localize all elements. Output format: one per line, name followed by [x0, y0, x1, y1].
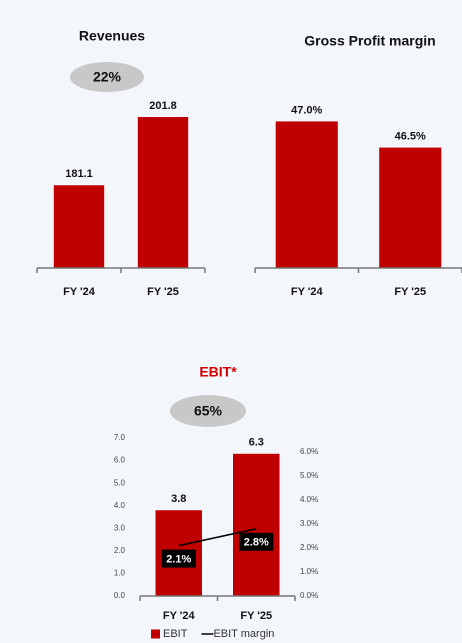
y-tick-label: 3.0 [114, 523, 126, 532]
x-tick-label: FY '24 [291, 286, 324, 298]
chart-title: EBIT* [199, 364, 237, 380]
y2-tick-label: 2.0% [300, 543, 318, 552]
y-tick-label: 5.0 [114, 478, 126, 487]
y-tick-label: 0.0 [114, 591, 126, 600]
legend-label: EBIT [163, 628, 188, 640]
legend-swatch [151, 629, 160, 639]
value-label: 3.8 [171, 493, 186, 505]
x-tick-label: FY '25 [394, 286, 426, 298]
value-label: 181.1 [65, 168, 93, 180]
value-label: 6.3 [249, 437, 264, 449]
bar [379, 147, 442, 268]
y-tick-label: 4.0 [114, 501, 126, 510]
y-tick-label: 6.0 [114, 456, 126, 465]
value-label: 47.0% [291, 104, 322, 116]
chart-title: Revenues [79, 28, 145, 44]
y-tick-label: 2.0 [114, 546, 126, 555]
value-label: 201.8 [149, 100, 177, 112]
y2-tick-label: 3.0% [300, 519, 318, 528]
growth-label: 22% [93, 69, 122, 85]
bar [137, 117, 189, 268]
y2-tick-label: 1.0% [300, 567, 318, 576]
y2-tick-label: 5.0% [300, 471, 318, 480]
bar [275, 121, 338, 268]
value-label: 2.8% [244, 537, 269, 549]
value-label: 46.5% [395, 130, 426, 142]
bar [233, 453, 280, 596]
y2-tick-label: 6.0% [300, 447, 318, 456]
x-tick-label: FY '24 [163, 610, 196, 622]
y2-tick-label: 4.0% [300, 495, 318, 504]
x-tick-label: FY '25 [147, 286, 179, 298]
y2-tick-label: 0.0% [300, 591, 318, 600]
x-tick-label: FY '25 [240, 610, 272, 622]
legend-label: EBIT margin [213, 628, 274, 640]
y-tick-label: 1.0 [114, 569, 126, 578]
margin-line [178, 528, 257, 547]
growth-label: 65% [194, 403, 223, 419]
bar [53, 185, 105, 268]
value-label-box [239, 532, 274, 551]
chart-title: Gross Profit margin [304, 33, 435, 49]
value-label: 2.1% [166, 554, 191, 566]
x-tick-label: FY '24 [63, 286, 96, 298]
growth-bubble [170, 395, 246, 427]
value-label-box [161, 549, 196, 568]
y-tick-label: 7.0 [114, 433, 126, 442]
growth-bubble [70, 62, 144, 92]
